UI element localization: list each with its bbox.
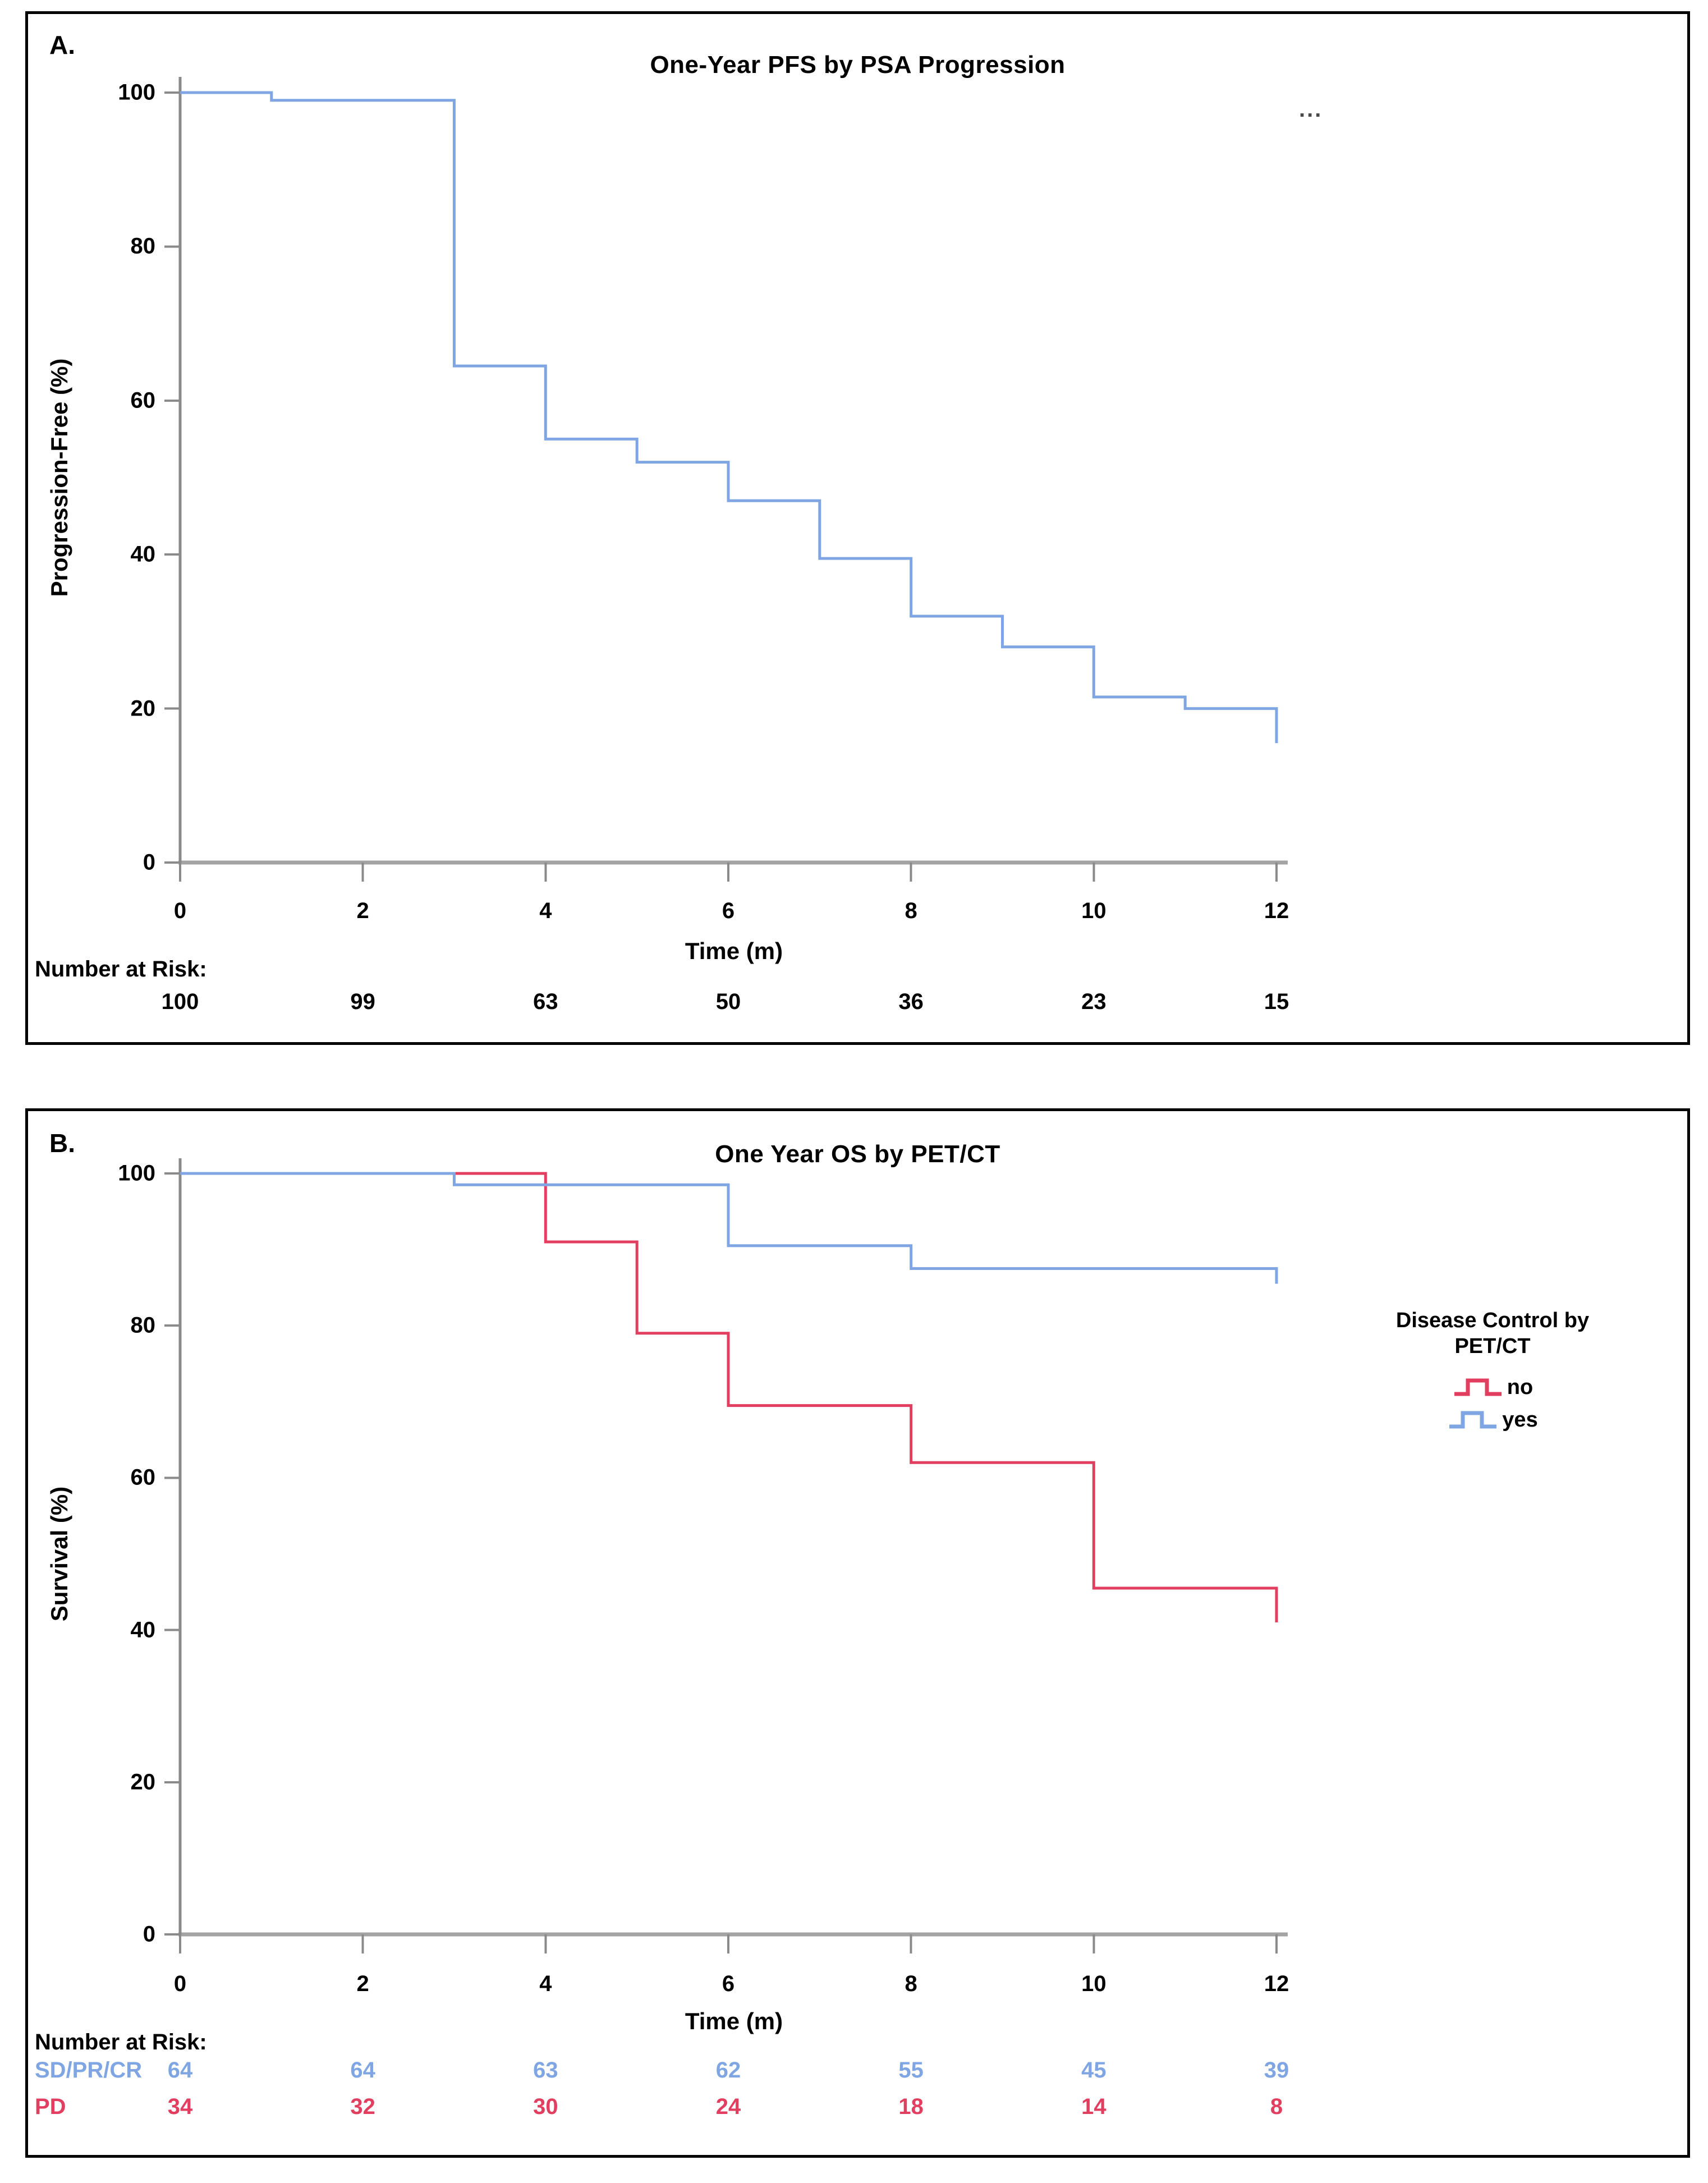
y-tick-label: 100 [118,80,155,105]
y-tick-label: 0 [143,850,155,875]
at-risk-value: 45 [1081,2058,1106,2083]
panel-a-y-axis-label: Progression-Free (%) [46,358,72,597]
at-risk-row-label: SD/PR/CR [35,2058,143,2083]
x-tick-label: 8 [904,1971,917,1996]
legend-label-yes: yes [1502,1407,1538,1432]
x-tick-label: 12 [1264,898,1289,923]
x-tick-label: 0 [173,898,187,923]
km-curve-no [180,1172,1278,1622]
y-tick-label: 40 [130,1617,156,1643]
x-tick-label: 6 [722,1971,735,1996]
at-risk-value: 55 [898,2058,924,2083]
legend-items: no yes [1335,1375,1650,1432]
panel-a-inner: A. One-Year PFS by PSA Progression ... P… [28,14,1687,1042]
y-tick-label: 80 [130,233,156,259]
at-risk-value: 99 [350,989,375,1014]
panel-b-x-axis-label: Time (m) [685,2008,783,2034]
at-risk-value: 18 [898,2094,924,2119]
km-curve-all-patients [180,91,1278,744]
at-risk-value: 24 [715,2094,741,2119]
legend-disease-control: Disease Control by PET/CT no yes [1335,1308,1650,1432]
km-step-icon-blue [1449,1411,1497,1429]
panel-b: B. One Year OS by PET/CT Survival (%) Ti… [25,1108,1690,2158]
x-tick-label: 12 [1264,1971,1289,1996]
x-tick-label: 6 [722,898,735,923]
x-tick-label: 2 [356,1971,369,1996]
at-risk-value: 64 [350,2058,375,2083]
at-risk-value: 34 [167,2094,193,2119]
legend-title-line-2: PET/CT [1454,1334,1531,1358]
at-risk-value: 36 [898,989,924,1014]
y-tick-label: 80 [130,1313,156,1338]
x-tick-label: 8 [904,898,917,923]
legend-item-yes: yes [1447,1407,1538,1432]
at-risk-value: 15 [1264,989,1289,1014]
panel-b-title: One Year OS by PET/CT [715,1140,1000,1168]
panel-b-inner: B. One Year OS by PET/CT Survival (%) Ti… [28,1111,1687,2155]
panel-a-corner-label: A. [49,30,75,59]
x-tick-label: 10 [1081,898,1106,923]
y-tick-label: 100 [118,1161,155,1186]
panel-a: A. One-Year PFS by PSA Progression ... P… [25,11,1690,1045]
y-tick-label: 0 [143,1921,155,1947]
at-risk-value: 32 [350,2094,375,2119]
km-step-icon-red [1454,1378,1502,1396]
at-risk-value: 62 [715,2058,741,2083]
at-risk-value: 64 [167,2058,193,2083]
y-tick-label: 40 [130,542,156,567]
panel-b-corner-label: B. [49,1129,75,1158]
x-tick-label: 4 [539,898,552,923]
y-tick-label: 60 [130,1465,156,1490]
legend-title-line-1: Disease Control by [1395,1309,1590,1332]
panel-a-x-axis-label: Time (m) [685,938,783,964]
panel-b-plot-canvas [164,1158,1288,1953]
x-tick-label: 10 [1081,1971,1106,1996]
legend-label-no: no [1507,1375,1533,1399]
at-risk-value: 63 [533,989,558,1014]
at-risk-value: 39 [1264,2058,1289,2083]
y-tick-label: 20 [130,1769,156,1795]
at-risk-value: 63 [533,2058,558,2083]
x-tick-label: 4 [539,1971,552,1996]
at-risk-value: 30 [533,2094,558,2119]
y-tick-label: 20 [130,696,156,721]
panel-a-plot-canvas [164,77,1288,882]
at-risk-value: 100 [161,989,199,1014]
legend-item-no: no [1452,1375,1533,1400]
panel-a-title: One-Year PFS by PSA Progression [650,51,1066,79]
km-curve-yes [180,1172,1278,1284]
at-risk-value: 50 [715,989,741,1014]
legend-title: Disease Control by PET/CT [1335,1308,1650,1359]
x-tick-label: 0 [173,1971,187,1996]
x-tick-label: 2 [356,898,369,923]
ellipsis-marker: ... [1299,97,1323,122]
at-risk-row-label: PD [35,2094,66,2119]
at-risk-value: 8 [1270,2094,1283,2119]
at-risk-value: 23 [1081,989,1106,1014]
panel-b-number-at-risk-label: Number at Risk: [35,2030,207,2054]
y-tick-label: 60 [130,388,156,413]
at-risk-value: 14 [1081,2094,1106,2119]
panel-a-number-at-risk-label: Number at Risk: [35,957,207,982]
panel-b-y-axis-label: Survival (%) [46,1486,72,1622]
